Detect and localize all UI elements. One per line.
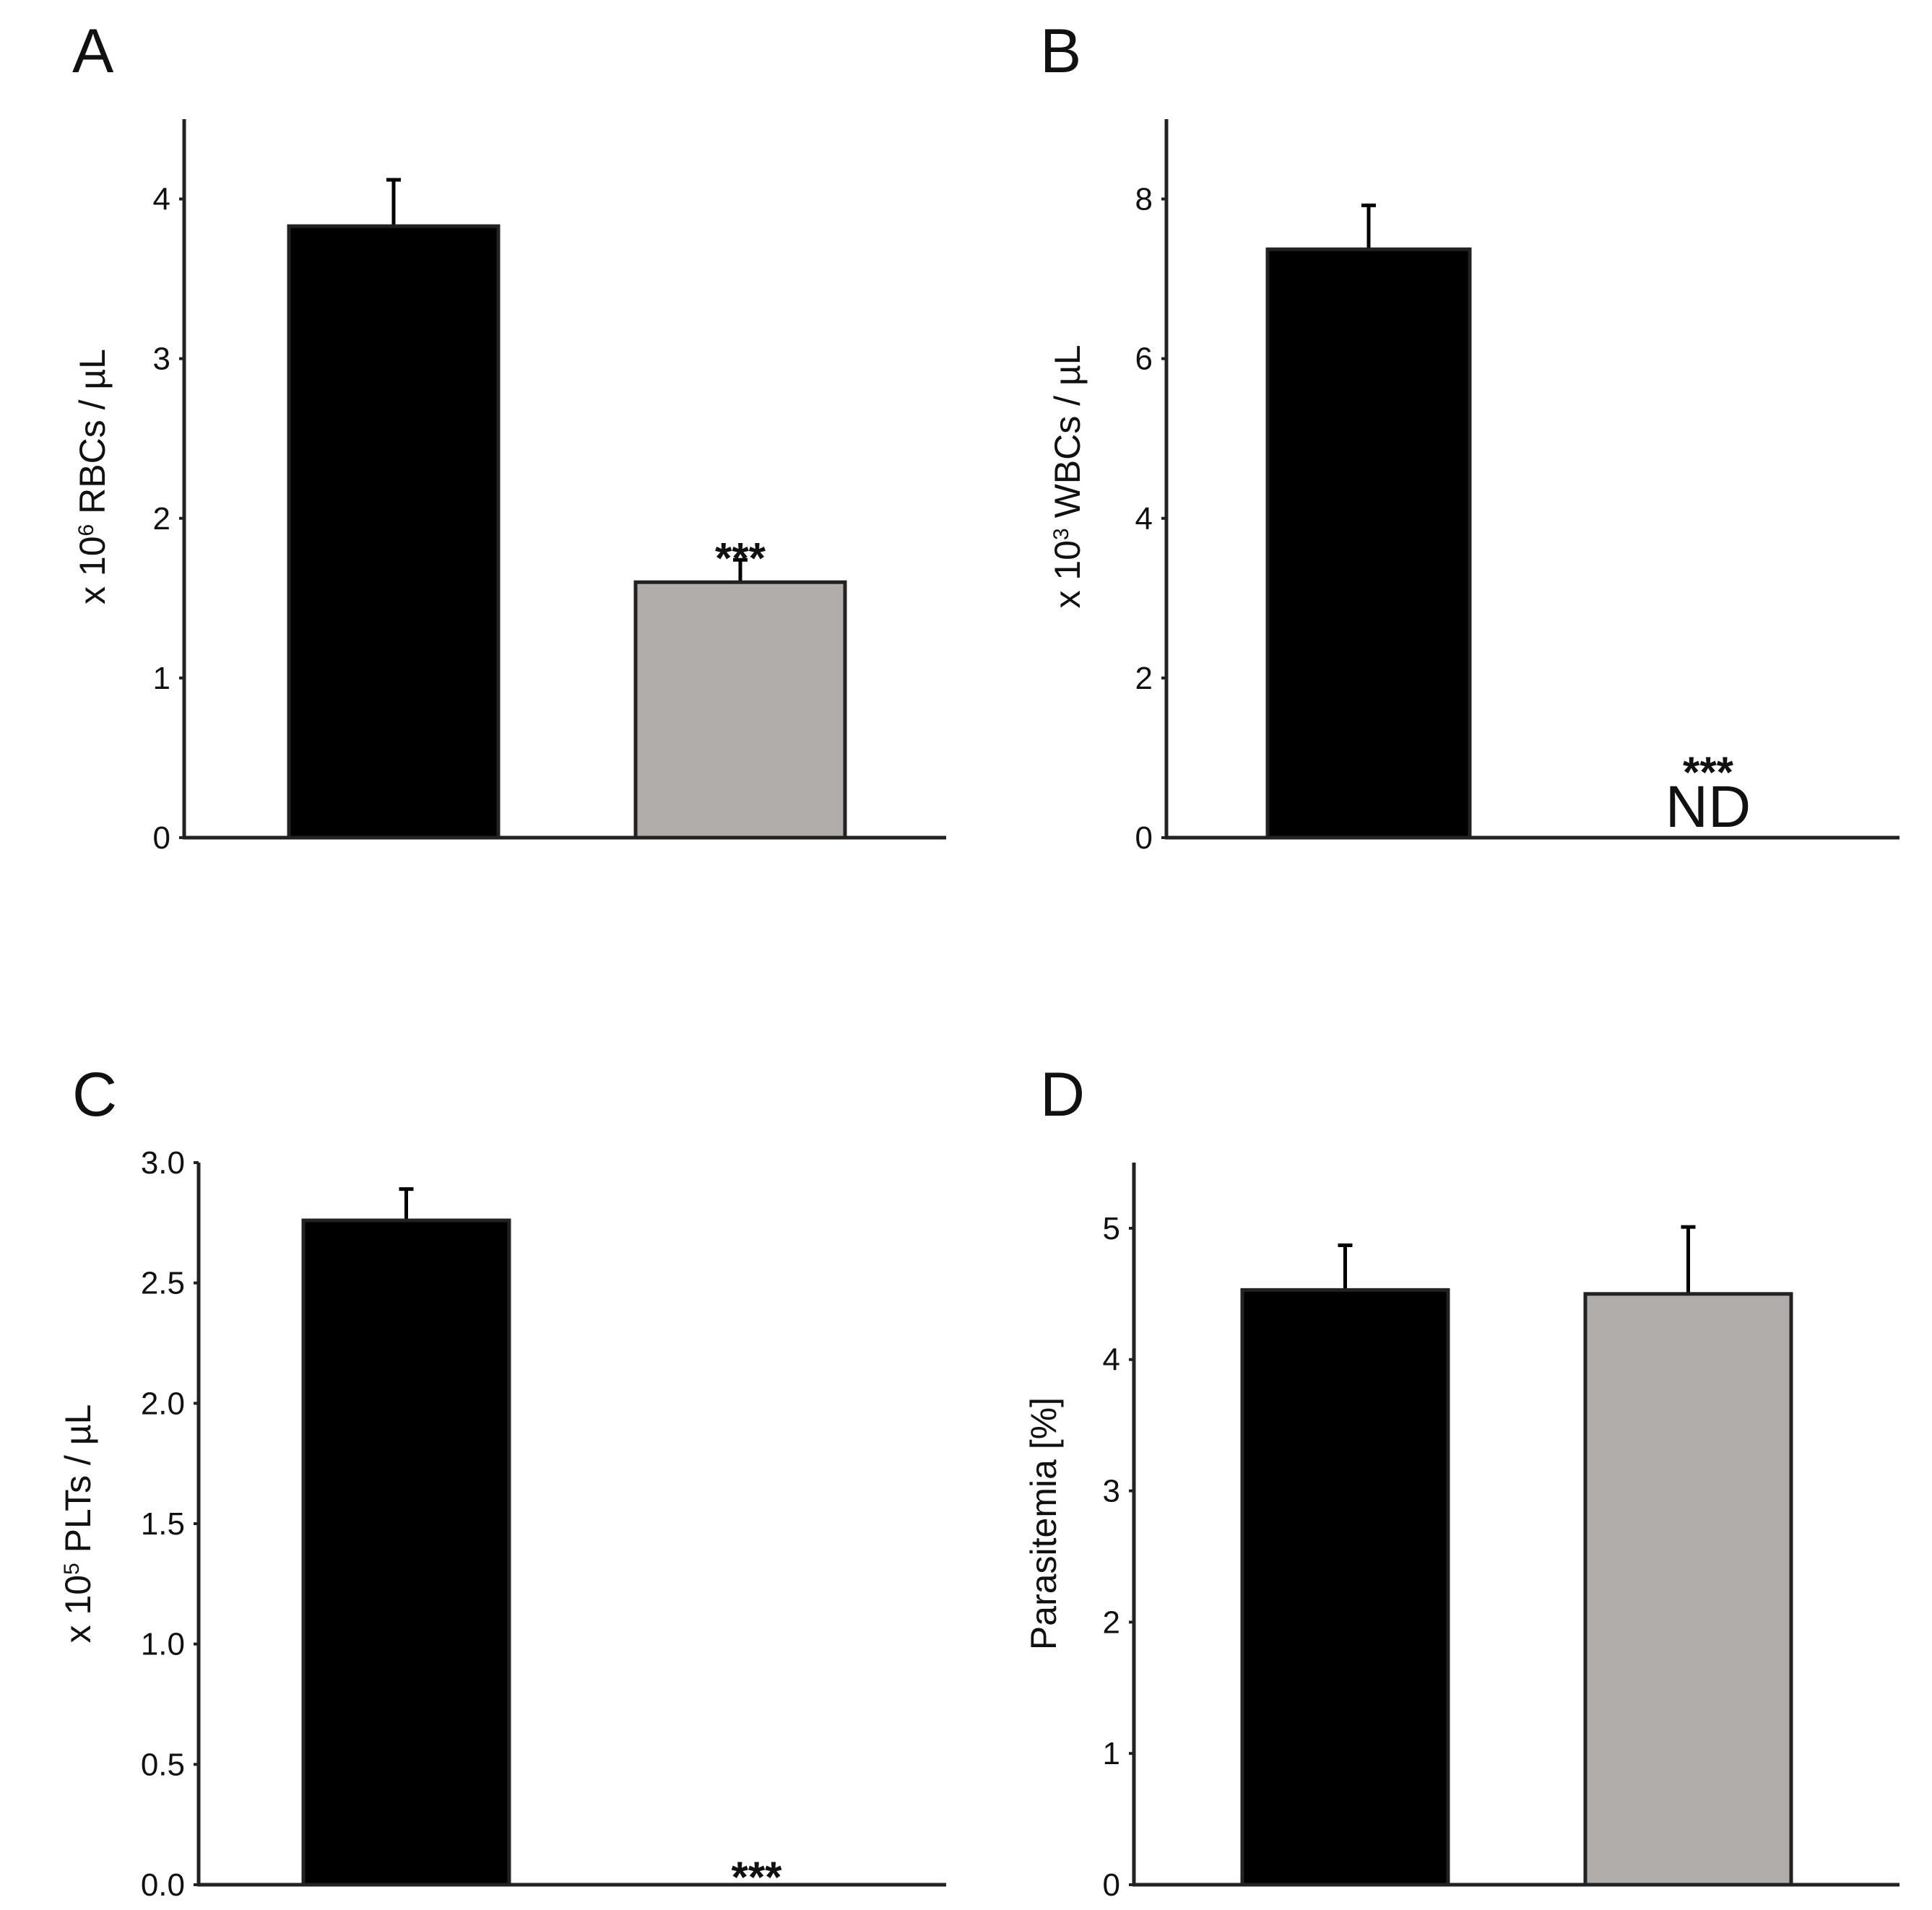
panel-d-letter: D [1040, 1060, 1085, 1129]
panel-a-y-tick-label: 3 [153, 342, 170, 377]
panel-b: B 0 2 4 6 8 x 103 WBCs / µL ***ND [1040, 17, 1899, 856]
panel-d-y-tick-label: 3 [1103, 1474, 1120, 1509]
panel-c-y-tick-label: 0.0 [141, 1867, 185, 1903]
panel-b-y-tick-label: 8 [1135, 182, 1153, 217]
panel-d-bar-1 [1240, 1288, 1450, 1887]
panel-c-y-tick-label: 0.5 [141, 1747, 185, 1782]
panel-c-letter: C [72, 1060, 117, 1129]
panel-d-y-axis-title: Parasitemia [%] [1023, 1397, 1064, 1650]
panel-c-significance-2: *** [731, 1853, 782, 1901]
panel-d-y-tick-label: 1 [1103, 1736, 1120, 1771]
panel-a-y-tick-label: 0 [153, 820, 170, 856]
panel-d-y-tick-label: 5 [1103, 1211, 1120, 1246]
panel-a-bar-1 [287, 224, 501, 840]
panel-b-y-axis-title: x 103 WBCs / µL [1047, 344, 1088, 608]
panel-b-y-tick-label: 0 [1135, 820, 1153, 856]
panel-d-y-tick-label: 2 [1103, 1605, 1120, 1640]
panel-a-bar-2 [633, 580, 847, 840]
panel-b-bar-1 [1265, 247, 1472, 840]
panel-c-y-tick-label: 2.5 [141, 1266, 185, 1301]
panel-c-y-axis-title: x 105 PLTs / µL [58, 1405, 98, 1644]
panel-c: C 0.0 0.5 1.0 1.5 2.0 2.5 3.0 x 105 PLTs / µL *** [58, 1060, 946, 1903]
panel-d-bar-2 [1583, 1292, 1793, 1887]
panel-b-y-tick-label: 2 [1135, 661, 1153, 696]
panel-b-nd-label: ND [1665, 774, 1751, 840]
panel-b-letter: B [1040, 17, 1081, 86]
panel-c-y-tick-label: 3.0 [141, 1145, 185, 1181]
panel-c-y-tick-label: 1.0 [141, 1627, 185, 1662]
panel-b-significance-2: *** [1683, 748, 1734, 796]
panel-a-letter: A [72, 17, 114, 86]
panel-d-y-tick-label: 4 [1103, 1342, 1120, 1378]
panel-b-y-tick-label: 4 [1135, 501, 1153, 537]
panel-b-y-tick-label: 6 [1135, 342, 1153, 377]
panel-a-significance-2: *** [715, 534, 766, 582]
panel-d: D 0 1 2 3 4 5 Parasitemia [%] [1023, 1060, 1899, 1903]
panel-c-bar-1 [301, 1218, 511, 1887]
panel-d-y-tick-label: 0 [1103, 1867, 1120, 1903]
panel-c-y-tick-label: 1.5 [141, 1506, 185, 1542]
panel-a-y-tick-label: 4 [153, 182, 170, 217]
panel-a-y-axis-title: x 106 RBCs / µL [72, 349, 113, 604]
panel-a-y-tick-label: 2 [153, 501, 170, 537]
panel-c-y-tick-label: 2.0 [141, 1386, 185, 1421]
panel-a-y-tick-label: 1 [153, 661, 170, 696]
panel-a: A 0 1 2 3 4 x 106 RBCs / µL *** [72, 17, 946, 856]
